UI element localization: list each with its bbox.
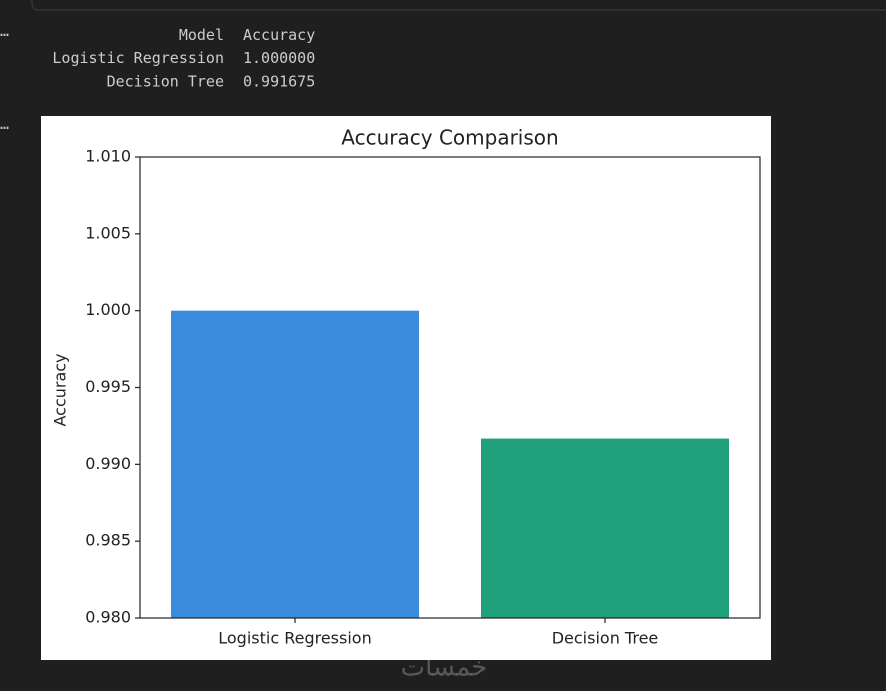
watermark: خمسات xyxy=(401,653,488,683)
cell-border xyxy=(31,0,886,11)
chart-image: Accuracy Comparison Accuracy 0.9800.9850… xyxy=(41,116,771,660)
y-tick-label: 0.990 xyxy=(85,454,131,473)
output-marker: … xyxy=(0,115,9,133)
x-tick-label: Decision Tree xyxy=(552,629,659,648)
table-cell: Decision Tree xyxy=(107,73,224,91)
bar xyxy=(171,310,419,618)
table-cell: 0.991675 xyxy=(243,73,315,91)
table-header: Accuracy xyxy=(243,26,315,44)
x-tick-label: Logistic Regression xyxy=(218,629,371,648)
y-tick-label: 0.995 xyxy=(85,377,131,396)
y-tick-label: 1.005 xyxy=(85,223,131,242)
axes-frame xyxy=(139,156,761,619)
y-tick-label: 1.000 xyxy=(85,300,131,319)
plot-area: 0.980 0.985 0.990 0.995 1.000 1.005 1.010 Logis… xyxy=(85,147,729,648)
chart-title: Accuracy Comparison xyxy=(341,126,558,150)
y-tick-label: 0.985 xyxy=(85,531,131,550)
table-header: Model xyxy=(179,26,224,44)
y-tick-label: 1.010 xyxy=(85,147,131,166)
table-cell: 1.000000 xyxy=(243,49,315,67)
bar xyxy=(481,438,729,618)
table-cell: Logistic Regression xyxy=(52,49,224,67)
output-table: Model Accuracy Logistic Regression 1.000000… xyxy=(52,26,315,91)
output-marker: … xyxy=(0,22,9,40)
y-axis-label: Accuracy xyxy=(51,353,70,426)
y-tick-label: 0.980 xyxy=(85,608,131,627)
